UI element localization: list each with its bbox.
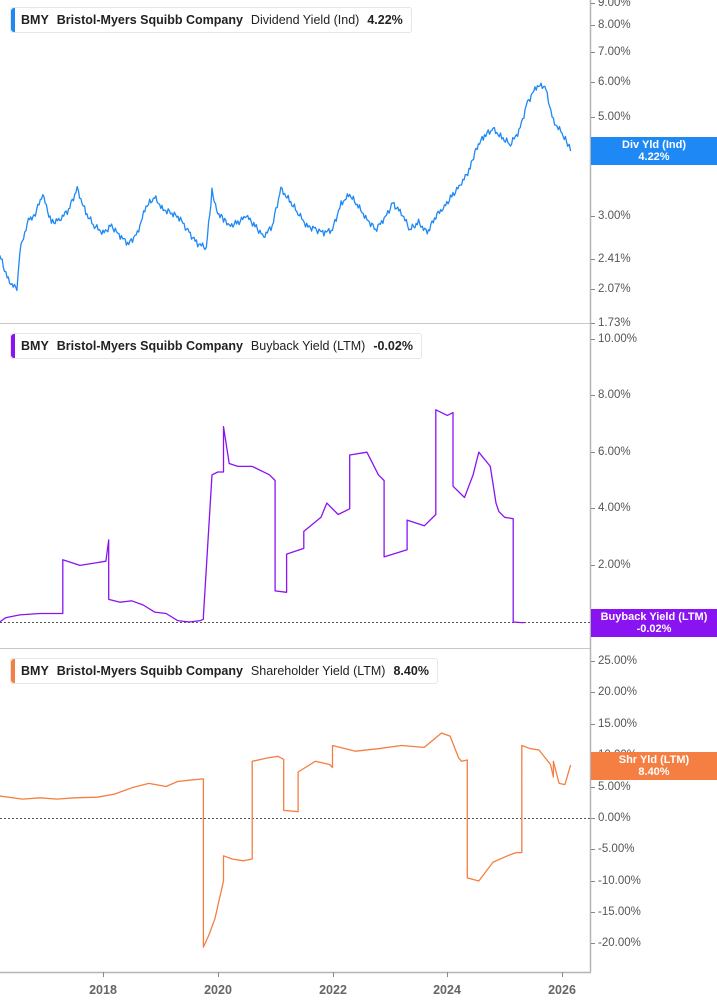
flag-value: 4.22% <box>638 151 670 163</box>
legend-ticker: BMY <box>21 13 49 27</box>
buyback-yield-line[interactable] <box>0 409 525 624</box>
legend-color-swatch <box>11 8 15 32</box>
y-tick-label: -10.00% <box>598 875 641 887</box>
legend-company: Bristol-Myers Squibb Company <box>56 339 243 353</box>
legend-metric: Shareholder Yield (LTM) <box>250 664 386 678</box>
y-tick-label: 9.00% <box>598 0 631 9</box>
y-tick-label: 2.00% <box>598 559 631 571</box>
legend-dividend-yield[interactable]: BMY Bristol-Myers Squibb Company Dividen… <box>10 7 412 33</box>
y-tick-label: 20.00% <box>598 686 638 698</box>
y-tick-label: 5.00% <box>598 781 631 793</box>
y-tick-label: 1.73% <box>598 317 631 329</box>
legend-color-swatch <box>11 659 15 683</box>
legend-ticker: BMY <box>21 664 49 678</box>
x-tick-label: 2020 <box>204 983 232 997</box>
x-tick-label: 2024 <box>433 983 461 997</box>
y-tick-label: 4.00% <box>598 502 631 514</box>
flag-label: Div Yld (Ind) <box>622 139 686 151</box>
y-tick-label: -20.00% <box>598 937 641 949</box>
y-tick-label: 2.41% <box>598 253 631 265</box>
y-tick-label: 7.00% <box>598 46 631 58</box>
dividend-yield-line[interactable] <box>0 82 572 292</box>
y-tick-label: 8.00% <box>598 19 631 31</box>
legend-metric: Dividend Yield (Ind) <box>250 13 360 27</box>
y-tick-label: 3.00% <box>598 210 631 222</box>
legend-color-swatch <box>11 334 15 358</box>
dividend-last-value-flag: Div Yld (Ind) 4.22% <box>591 137 717 165</box>
y-tick-label: -15.00% <box>598 906 641 918</box>
legend-buyback-yield[interactable]: BMY Bristol-Myers Squibb Company Buyback… <box>10 333 422 359</box>
y-tick-label: -5.00% <box>598 843 635 855</box>
x-tick-label: 2018 <box>89 983 117 997</box>
legend-metric: Buyback Yield (LTM) <box>250 339 366 353</box>
legend-ticker: BMY <box>21 339 49 353</box>
y-tick-label: 6.00% <box>598 446 631 458</box>
buyback-last-value-flag: Buyback Yield (LTM) -0.02% <box>591 609 717 637</box>
y-tick-label: 8.00% <box>598 389 631 401</box>
legend-value: -0.02% <box>373 339 413 353</box>
y-tick-label: 10.00% <box>598 333 638 345</box>
y-tick-label: 2.07% <box>598 283 631 295</box>
legend-company: Bristol-Myers Squibb Company <box>56 664 243 678</box>
y-tick-label: 25.00% <box>598 655 638 667</box>
x-tick-label: 2022 <box>319 983 347 997</box>
legend-company: Bristol-Myers Squibb Company <box>56 13 243 27</box>
legend-value: 8.40% <box>393 664 429 678</box>
y-tick-label: 6.00% <box>598 76 631 88</box>
x-axis-ticks <box>103 972 563 977</box>
shareholder-last-value-flag: Shr Yld (LTM) 8.40% <box>591 752 717 780</box>
y-tick-label: 5.00% <box>598 111 631 123</box>
shareholder-yield-line[interactable] <box>0 732 572 948</box>
y-tick-label: 15.00% <box>598 718 638 730</box>
flag-value: -0.02% <box>636 623 672 635</box>
flag-label: Shr Yld (LTM) <box>618 754 690 766</box>
flag-value: 8.40% <box>638 766 670 778</box>
flag-label: Buyback Yield (LTM) <box>600 611 708 623</box>
y-tick-label: 0.00% <box>598 812 631 824</box>
x-tick-label: 2026 <box>548 983 576 997</box>
legend-shareholder-yield[interactable]: BMY Bristol-Myers Squibb Company Shareho… <box>10 658 438 684</box>
legend-value: 4.22% <box>367 13 403 27</box>
